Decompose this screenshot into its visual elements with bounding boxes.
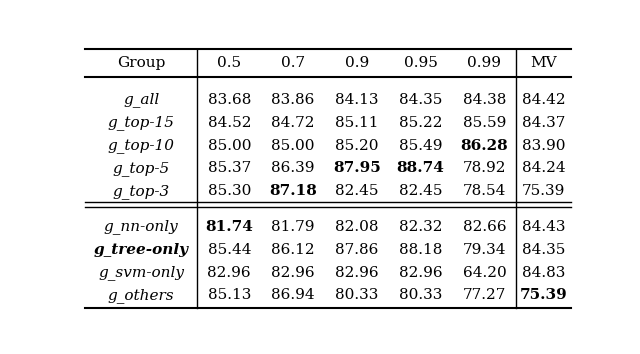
Text: 84.24: 84.24	[522, 161, 566, 176]
Text: 84.52: 84.52	[207, 116, 251, 130]
Text: 0.5: 0.5	[217, 56, 241, 70]
Text: Group: Group	[117, 56, 165, 70]
Text: 86.12: 86.12	[271, 243, 315, 257]
Text: 85.20: 85.20	[335, 139, 379, 153]
Text: 82.96: 82.96	[335, 266, 379, 280]
Text: 82.96: 82.96	[207, 266, 251, 280]
Text: 82.96: 82.96	[399, 266, 442, 280]
Text: 77.27: 77.27	[463, 289, 506, 302]
Text: 82.32: 82.32	[399, 220, 442, 234]
Text: 84.83: 84.83	[522, 266, 565, 280]
Text: 86.39: 86.39	[271, 161, 315, 176]
Text: 84.42: 84.42	[522, 93, 566, 107]
Text: 80.33: 80.33	[335, 289, 378, 302]
Text: 81.79: 81.79	[271, 220, 315, 234]
Text: 82.45: 82.45	[335, 184, 379, 198]
Text: 0.9: 0.9	[345, 56, 369, 70]
Text: 85.22: 85.22	[399, 116, 442, 130]
Text: 81.74: 81.74	[205, 220, 253, 234]
Text: g_tree-only: g_tree-only	[93, 243, 189, 257]
Text: 85.37: 85.37	[207, 161, 251, 176]
Text: 83.68: 83.68	[207, 93, 251, 107]
Text: g_svm-only: g_svm-only	[98, 265, 184, 280]
Text: 79.34: 79.34	[463, 243, 506, 257]
Text: g_top-10: g_top-10	[108, 138, 175, 153]
Text: 85.13: 85.13	[207, 289, 251, 302]
Text: g_top-3: g_top-3	[113, 184, 170, 199]
Text: 84.35: 84.35	[399, 93, 442, 107]
Text: 87.18: 87.18	[269, 184, 317, 198]
Text: 0.7: 0.7	[281, 56, 305, 70]
Text: 87.95: 87.95	[333, 161, 381, 176]
Text: 83.90: 83.90	[522, 139, 566, 153]
Text: g_others: g_others	[108, 288, 175, 303]
Text: MV: MV	[531, 56, 557, 70]
Text: 86.94: 86.94	[271, 289, 315, 302]
Text: g_top-5: g_top-5	[113, 161, 170, 176]
Text: 78.54: 78.54	[463, 184, 506, 198]
Text: 85.00: 85.00	[207, 139, 251, 153]
Text: 0.95: 0.95	[404, 56, 438, 70]
Text: 84.43: 84.43	[522, 220, 566, 234]
Text: 82.45: 82.45	[399, 184, 442, 198]
Text: 84.13: 84.13	[335, 93, 379, 107]
Text: 84.37: 84.37	[522, 116, 565, 130]
Text: 85.49: 85.49	[399, 139, 442, 153]
Text: 82.08: 82.08	[335, 220, 379, 234]
Text: 87.86: 87.86	[335, 243, 378, 257]
Text: 85.11: 85.11	[335, 116, 379, 130]
Text: 75.39: 75.39	[522, 184, 565, 198]
Text: 85.59: 85.59	[463, 116, 506, 130]
Text: 84.38: 84.38	[463, 93, 506, 107]
Text: 85.44: 85.44	[207, 243, 251, 257]
Text: 80.33: 80.33	[399, 289, 442, 302]
Text: 88.74: 88.74	[397, 161, 445, 176]
Text: g_nn-only: g_nn-only	[104, 219, 179, 234]
Text: 88.18: 88.18	[399, 243, 442, 257]
Text: 85.00: 85.00	[271, 139, 315, 153]
Text: 75.39: 75.39	[520, 289, 568, 302]
Text: g_top-15: g_top-15	[108, 115, 175, 130]
Text: 82.66: 82.66	[463, 220, 506, 234]
Text: 84.35: 84.35	[522, 243, 565, 257]
Text: 84.72: 84.72	[271, 116, 315, 130]
Text: 0.99: 0.99	[467, 56, 502, 70]
Text: 85.30: 85.30	[207, 184, 251, 198]
Text: 82.96: 82.96	[271, 266, 315, 280]
Text: g_all: g_all	[123, 92, 159, 107]
Text: 64.20: 64.20	[463, 266, 506, 280]
Text: 78.92: 78.92	[463, 161, 506, 176]
Text: 83.86: 83.86	[271, 93, 315, 107]
Text: 86.28: 86.28	[461, 139, 508, 153]
